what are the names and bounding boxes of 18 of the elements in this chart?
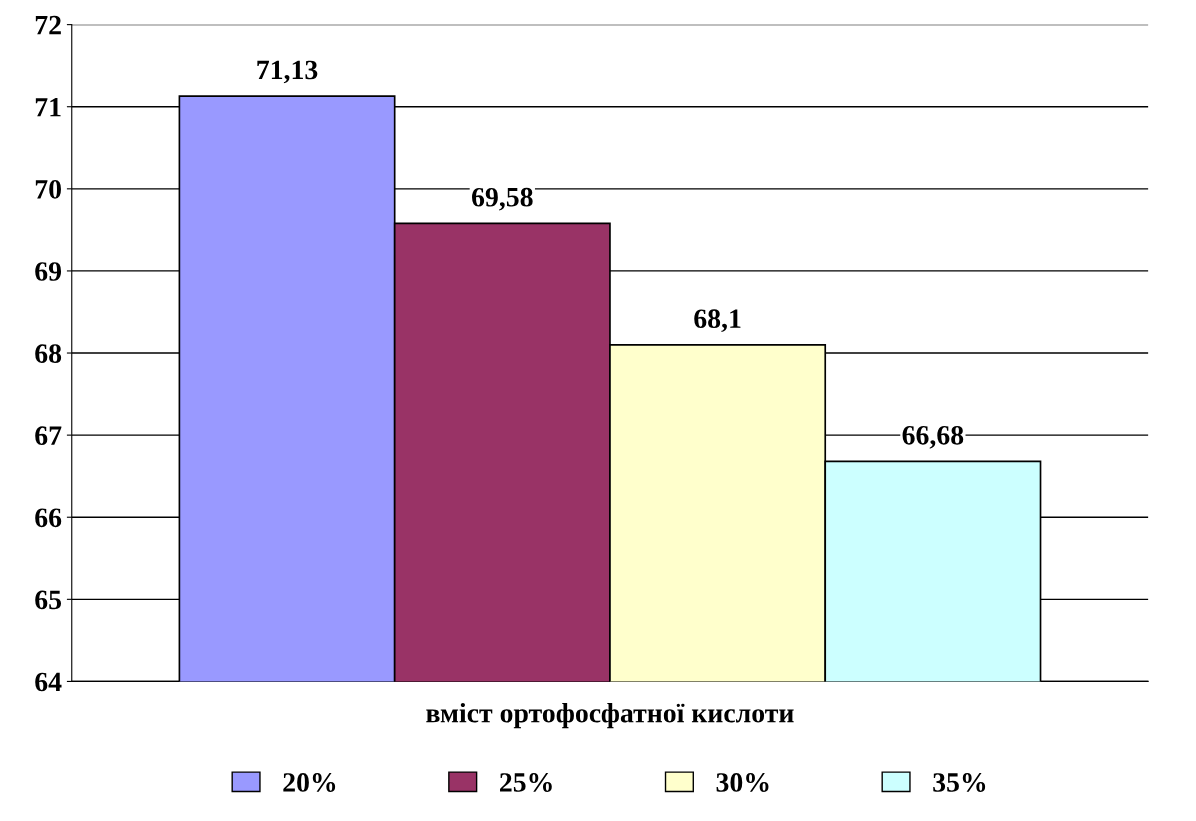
y-tick-label: 67 (35, 426, 62, 446)
data-label: 69,58 (472, 187, 533, 211)
y-tick-label: 68 (35, 344, 62, 363)
y-tick-label: 66 (35, 508, 62, 528)
data-label: 71,13 (257, 60, 318, 84)
y-tick-label: 64 (35, 672, 62, 692)
legend-label: 20% (283, 773, 336, 792)
y-tick-label: 72 (35, 15, 61, 35)
legend-label: 35% (933, 773, 986, 792)
y-tick-label: 65 (35, 590, 62, 610)
legend-label: 30% (716, 773, 769, 792)
y-tick-label: 69 (35, 262, 62, 281)
data-label: 68,1 (694, 309, 741, 333)
data-label: 66,68 (902, 425, 964, 449)
y-tick-label: 71 (35, 98, 61, 117)
legend-label: 25% (500, 773, 552, 792)
x-axis-title: вміст ортофосфатної кислоти (426, 702, 794, 729)
y-tick-label: 70 (35, 180, 61, 199)
